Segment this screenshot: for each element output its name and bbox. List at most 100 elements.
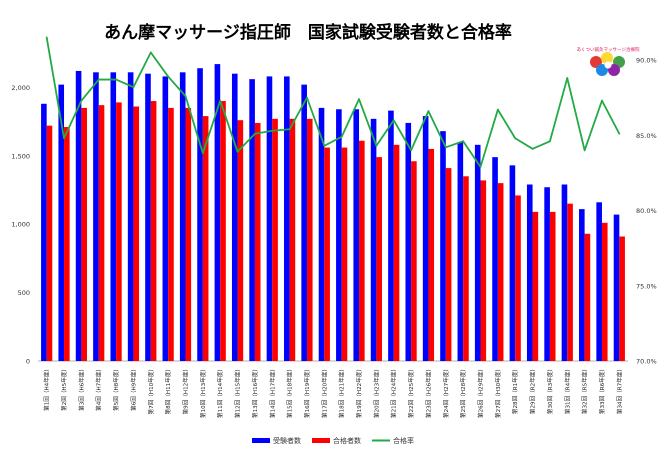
pass-rate-point: [358, 98, 360, 101]
pass-rate-point: [566, 77, 569, 79]
passers-bar: [584, 233, 591, 361]
passers-bar: [324, 147, 330, 361]
pass-rate-point: [583, 149, 586, 152]
pass-rate-point: [514, 137, 517, 140]
pass-rate-point: [601, 99, 603, 102]
category-label: 第10回（H13年度）: [199, 366, 207, 418]
pass-rate-point: [410, 149, 412, 152]
examinees-bar: [58, 84, 65, 362]
pass-rate-point: [167, 75, 170, 78]
passers-bar: [532, 211, 539, 361]
passers-bar: [306, 118, 313, 361]
logo-center: [604, 61, 612, 69]
examinees-bar: [370, 118, 377, 361]
examinees-bar: [474, 144, 481, 361]
category-label: 第26回（H29年度）: [477, 366, 485, 418]
pass-rate-point: [549, 140, 551, 143]
pass-rate-point: [392, 119, 395, 122]
y-left-tick-label: 2,000: [11, 84, 30, 92]
pass-rate-point: [80, 99, 83, 102]
examinees-bar: [214, 64, 221, 361]
pass-rate-point: [97, 78, 100, 81]
passers-bar: [359, 140, 365, 361]
category-label: 第20回（H23年度）: [372, 366, 380, 418]
passers-bar: [272, 118, 278, 361]
examinees-bar: [249, 79, 255, 362]
category-label: 第8回（H11年度）: [164, 366, 172, 414]
passers-bar: [254, 122, 261, 361]
y-axis-right: 70.0% 75.0% 80.0% 85.0% 90.0%: [636, 57, 657, 366]
passers-bar: [445, 168, 452, 361]
category-label: 第19回（H22年度）: [355, 366, 363, 418]
y-right-tick-label: 90.0%: [636, 57, 657, 65]
category-label: 第31回（R4年度）: [563, 366, 571, 414]
passers-bar: [202, 116, 209, 361]
logo: あくつい鍼灸マッサージ治療院: [577, 46, 640, 76]
category-label: 第12回（H15年度）: [234, 366, 242, 418]
pass-rate-point: [236, 150, 239, 153]
pass-rate-point: [375, 144, 378, 147]
y-left-tick-label: 1,000: [11, 221, 30, 229]
pass-rate-point: [427, 110, 430, 113]
category-label: 第4回（H7年度）: [95, 366, 103, 411]
examinees-bar: [544, 187, 550, 361]
pass-rate-point: [63, 137, 65, 140]
category-label: 第18回（H21年度）: [338, 366, 346, 418]
logo-petal-purple: [608, 64, 620, 76]
category-label: 第6回（H9年度）: [129, 366, 137, 411]
y-left-tick-label: 0: [26, 358, 30, 366]
examinees-bar: [127, 72, 134, 362]
examinees-bar: [388, 110, 394, 361]
category-label: 第9回（H12年度）: [182, 366, 190, 414]
passers-bar: [133, 106, 140, 361]
examinees-bar: [301, 84, 307, 362]
category-label: 第33回（R6年度）: [598, 366, 606, 414]
examinees-bar: [561, 184, 568, 361]
passers-bar: [64, 127, 70, 361]
category-label: 第34回（R7年度）: [615, 366, 623, 414]
passers-bar: [463, 176, 469, 361]
examinees-bar: [457, 142, 464, 361]
examinees-bar: [353, 109, 360, 361]
category-label: 第25回（H28年度）: [459, 366, 467, 418]
category-label: 第21回（H24年度）: [390, 366, 398, 418]
y-right-tick-label: 80.0%: [636, 207, 657, 215]
legend-label-examinees: 受験者数: [273, 436, 301, 445]
category-label: 第22回（H25年度）: [407, 366, 415, 418]
category-label: 第17回（H20年度）: [320, 366, 328, 418]
examinees-bar: [75, 70, 82, 361]
passers-bar: [601, 222, 608, 361]
passers-bar: [46, 125, 53, 361]
pass-rate-point: [462, 140, 465, 143]
passers-bar: [98, 105, 105, 362]
bar-series: [41, 64, 625, 362]
examinees-bar: [110, 72, 117, 362]
passers-bar: [341, 147, 348, 361]
category-label: 第32回（R5年度）: [581, 366, 589, 414]
passers-bar: [185, 107, 192, 362]
category-label: 第7回（H10年度）: [147, 366, 155, 414]
category-label: 第1回（H4年度）: [43, 366, 51, 411]
examinees-bar: [93, 72, 99, 362]
examinees-bar: [284, 76, 290, 361]
pass-rate-point: [323, 144, 326, 147]
pass-rate-point: [201, 152, 204, 155]
passers-bar: [168, 107, 174, 362]
category-label: 第5回（H8年度）: [112, 366, 120, 411]
examinees-bar: [231, 73, 238, 361]
examinees-bar: [266, 76, 273, 361]
pass-rate-point: [149, 51, 152, 54]
passers-bar: [428, 148, 435, 361]
pass-rate-point: [306, 96, 308, 99]
category-label: 第29回（R2年度）: [529, 366, 537, 414]
passers-bar: [515, 195, 521, 361]
passers-bar: [237, 120, 244, 361]
category-label: 第23回（H26年度）: [424, 366, 432, 418]
examinees-bar: [336, 109, 342, 361]
category-label: 第30回（R3年度）: [546, 366, 554, 414]
category-label: 第24回（H27年度）: [442, 366, 450, 418]
passers-bar: [480, 180, 487, 361]
pass-rate-point: [271, 129, 274, 132]
category-label: 第11回（H14年度）: [216, 366, 224, 418]
